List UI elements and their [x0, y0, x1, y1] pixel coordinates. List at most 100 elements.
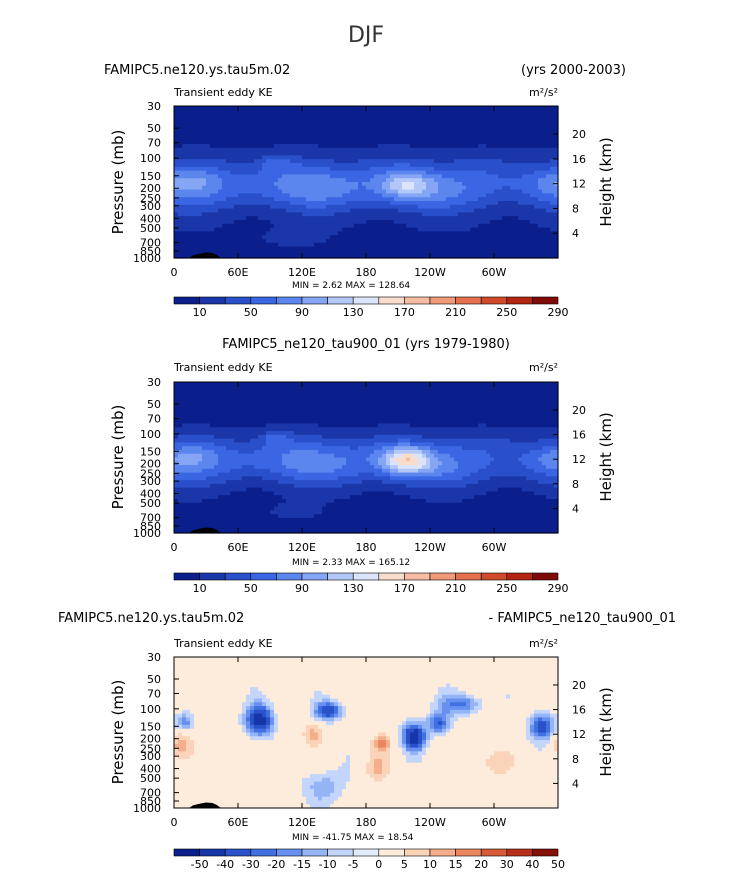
field-cell: [438, 223, 443, 229]
field-cell: [206, 151, 211, 156]
field-cell: [498, 231, 503, 236]
field-cell: [182, 204, 187, 210]
field-cell: [338, 151, 343, 156]
field-cell: [470, 189, 475, 194]
field-cell: [234, 132, 239, 137]
field-cell: [350, 227, 355, 232]
field-cell: [490, 109, 495, 115]
field-cell: [226, 400, 231, 406]
field-cell: [298, 246, 303, 251]
field-cell: [258, 163, 263, 168]
field-cell: [294, 128, 299, 134]
field-cell: [362, 242, 367, 248]
field-cell: [270, 385, 275, 391]
field-cell: [290, 412, 295, 417]
field-cell: [554, 151, 559, 156]
field-cell: [194, 404, 199, 410]
field-cell: [194, 415, 199, 421]
field-cell: [286, 385, 291, 391]
field-cell: [398, 389, 403, 394]
field-cell: [358, 212, 363, 217]
field-cell: [554, 121, 559, 126]
field-cell: [242, 193, 247, 198]
field-cell: [490, 389, 495, 394]
field-cell: [346, 189, 351, 194]
field-cell: [450, 250, 455, 255]
field-cell: [206, 128, 211, 134]
field-cell: [494, 185, 499, 191]
panel-middle-units: m²/s²: [529, 361, 558, 374]
field-cell: [242, 166, 247, 172]
field-cell: [546, 121, 551, 126]
y-tick-label: 100: [140, 152, 161, 165]
field-cell: [366, 136, 371, 141]
field-cell: [386, 182, 391, 187]
field-cell: [354, 231, 359, 236]
field-cell: [482, 106, 487, 111]
field-cell: [438, 155, 443, 160]
field-cell: [278, 415, 283, 421]
field-cell: [354, 204, 359, 210]
field-cell: [174, 231, 179, 236]
field-cell: [386, 159, 391, 164]
field-cell: [526, 182, 531, 187]
field-cell: [186, 159, 191, 164]
field-cell: [194, 189, 199, 194]
field-cell: [466, 144, 471, 149]
field-cell: [298, 393, 303, 398]
field-cell: [222, 128, 227, 134]
field-cell: [294, 109, 299, 115]
field-cell: [202, 397, 207, 402]
field-cell: [338, 397, 343, 402]
field-cell: [290, 174, 295, 179]
field-cell: [498, 212, 503, 217]
field-cell: [318, 239, 323, 244]
field-cell: [178, 400, 183, 406]
field-cell: [254, 189, 259, 194]
field-cell: [394, 242, 399, 248]
field-cell: [554, 163, 559, 168]
field-cell: [210, 163, 215, 168]
field-cell: [282, 185, 287, 191]
field-cell: [286, 140, 291, 145]
field-cell: [250, 239, 255, 244]
field-cell: [246, 106, 251, 111]
field-cell: [406, 242, 411, 248]
field-cell: [254, 163, 259, 168]
field-cell: [174, 389, 179, 394]
field-cell: [258, 170, 263, 175]
field-cell: [466, 220, 471, 225]
field-cell: [250, 136, 255, 141]
field-cell: [530, 223, 535, 229]
field-cell: [442, 170, 447, 175]
field-cell: [490, 197, 495, 202]
field-cell: [178, 106, 183, 111]
field-cell: [402, 254, 407, 259]
field-cell: [186, 197, 191, 202]
field-cell: [178, 147, 183, 153]
field-cell: [470, 193, 475, 198]
field-cell: [358, 178, 363, 183]
field-cell: [206, 174, 211, 179]
field-cell: [478, 159, 483, 164]
field-cell: [254, 140, 259, 145]
field-cell: [490, 231, 495, 236]
field-cell: [306, 254, 311, 259]
field-cell: [414, 223, 419, 229]
field-cell: [394, 182, 399, 187]
field-cell: [310, 182, 315, 187]
field-cell: [438, 136, 443, 141]
field-cell: [374, 408, 379, 413]
field-cell: [210, 136, 215, 141]
field-cell: [530, 151, 535, 156]
field-cell: [430, 163, 435, 168]
field-cell: [198, 216, 203, 221]
field-cell: [486, 408, 491, 413]
y-tick-label: 850: [140, 245, 161, 258]
field-cell: [238, 151, 243, 156]
field-cell: [382, 185, 387, 191]
field-cell: [278, 106, 283, 111]
field-cell: [214, 415, 219, 421]
field-cell: [526, 408, 531, 413]
field-cell: [478, 113, 483, 118]
